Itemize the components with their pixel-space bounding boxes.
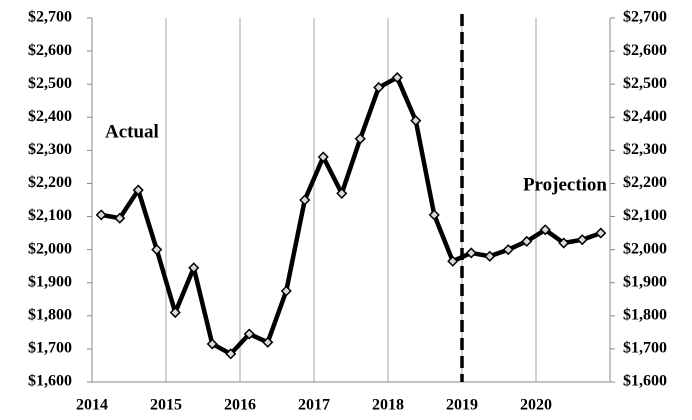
marker [151,244,163,256]
y-tick-label: $1,800 [28,306,72,323]
marker [114,212,126,224]
marker [373,81,385,94]
y-tick-label: $2,000 [28,240,72,257]
marker [354,133,366,145]
x-tick-label: 2015 [150,397,182,414]
annotation: Actual [105,121,159,142]
y-tick-label: $2,500 [28,75,72,92]
marker [410,115,422,127]
x-tick-label: 2017 [298,397,330,414]
marker [299,194,311,206]
y-tick-label: $2,200 [28,174,72,191]
y2-tick-label: $1,600 [623,373,667,390]
marker [336,187,348,199]
marker [243,328,255,340]
x-tick-label: 2014 [76,397,108,414]
marker [206,338,218,350]
y2-tick-label: $1,700 [623,340,667,357]
marker [132,184,144,196]
annotation: Projection [523,174,607,195]
x-tick-label: 2016 [224,397,256,414]
y-tick-label: $2,100 [28,207,72,224]
y2-tick-label: $2,400 [623,108,667,125]
y2-tick-label: $2,200 [623,174,667,191]
marker [391,72,403,84]
marker [169,306,181,319]
x-tick-label: 2020 [520,397,552,414]
marker [225,348,237,360]
y-tick-label: $1,600 [28,373,72,390]
marker [521,235,533,247]
y2-tick-label: $2,600 [623,42,667,59]
marker [95,209,107,221]
y2-tick-label: $2,300 [623,141,667,158]
marker [428,209,440,221]
marker [465,247,477,259]
x-tick-label: 2018 [372,397,404,414]
y2-tick-label: $2,100 [623,207,667,224]
marker [447,255,459,267]
y2-tick-label: $1,900 [623,273,667,290]
data-line [100,75,602,357]
y-tick-label: $2,600 [28,42,72,59]
marker [539,224,551,236]
marker [317,151,329,163]
marker [558,237,570,249]
marker [262,336,274,348]
y2-tick-label: $2,500 [623,75,667,92]
x-tick-label: 2019 [446,397,478,414]
y2-tick-label: $2,700 [623,9,667,26]
y-tick-label: $2,700 [28,9,72,26]
marker [502,244,514,256]
y2-tick-label: $1,800 [623,306,667,323]
y2-tick-label: $2,000 [623,240,667,257]
y-tick-label: $1,700 [28,340,72,357]
y-tick-label: $2,400 [28,108,72,125]
marker [595,227,607,239]
marker [576,234,588,246]
y-tick-label: $2,300 [28,141,72,158]
y-tick-label: $1,900 [28,273,72,290]
marker [280,285,292,297]
marker [484,250,496,262]
marker [188,262,200,274]
